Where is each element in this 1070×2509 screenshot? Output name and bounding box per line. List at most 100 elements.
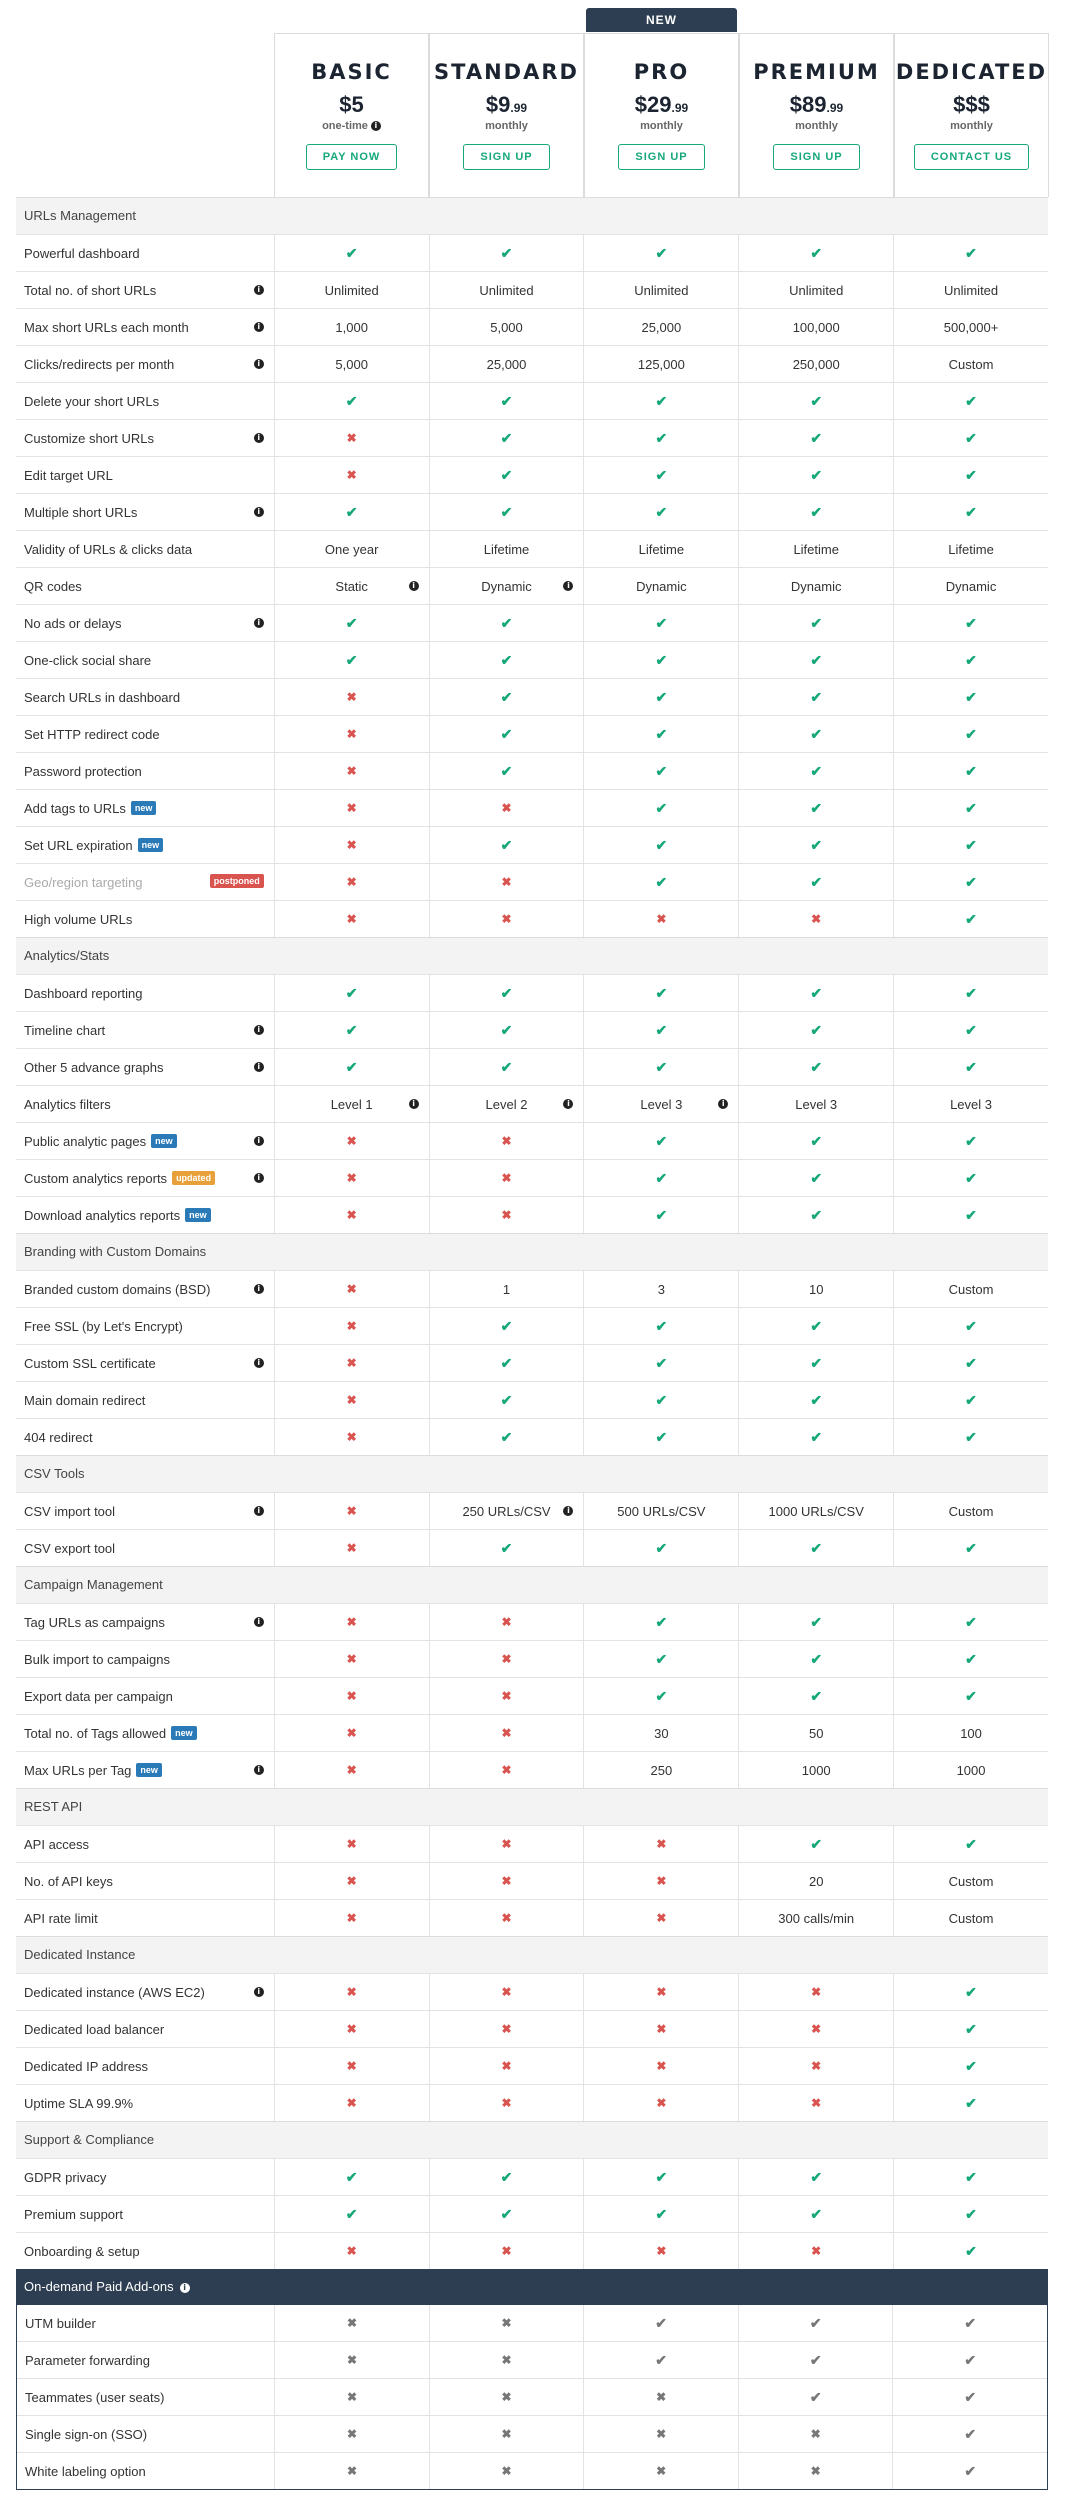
table-cell: ✖: [428, 1752, 584, 1788]
cell-value: Unlimited: [634, 282, 689, 298]
info-icon[interactable]: i: [408, 581, 419, 591]
feature-name: Teammates (user seats): [25, 2389, 165, 2405]
check-icon: ✔: [965, 429, 977, 446]
cell-value: Level 1: [330, 1096, 373, 1112]
cross-icon: ✖: [346, 1430, 357, 1444]
check-icon: ✔: [345, 392, 358, 409]
info-icon[interactable]: i: [563, 581, 574, 591]
info-icon[interactable]: i: [563, 1099, 574, 1109]
info-icon[interactable]: i: [563, 1506, 574, 1516]
table-cell: ✖: [738, 2048, 893, 2084]
check-icon: ✔: [965, 614, 977, 631]
cross-icon: ✖: [346, 764, 357, 778]
check-icon: ✔: [965, 392, 977, 409]
table-cell: ✔: [738, 1678, 893, 1714]
check-icon: ✔: [500, 1317, 513, 1334]
cell-value: Unlimited: [479, 282, 534, 298]
cross-icon: ✖: [501, 2353, 512, 2367]
table-cell: ✔: [738, 1382, 893, 1418]
info-icon[interactable]: i: [253, 433, 264, 443]
table-row: Search URLs in dashboard ✖ ✔ ✔ ✔ ✔: [16, 678, 1048, 715]
info-icon[interactable]: i: [253, 285, 264, 295]
feature-label: Max short URLs each month i: [16, 309, 274, 345]
table-cell: Lifetime: [738, 531, 893, 567]
check-icon: ✔: [655, 762, 668, 779]
feature-label: CSV import tool i: [16, 1493, 274, 1529]
info-icon[interactable]: i: [253, 1506, 264, 1516]
feature-label: Add tags to URLs new: [16, 790, 274, 826]
cross-icon: ✖: [346, 1652, 357, 1666]
check-icon: ✔: [965, 873, 977, 890]
info-icon[interactable]: i: [253, 1987, 264, 1997]
table-row: Geo/region targeting postponed ✖ ✖ ✔ ✔ ✔: [16, 863, 1048, 900]
plan-period: monthly: [740, 120, 893, 132]
standard-plan-button[interactable]: SIGN UP: [463, 144, 550, 170]
table-row: Edit target URL ✖ ✔ ✔ ✔ ✔: [16, 456, 1048, 493]
feature-name: UTM builder: [25, 2315, 96, 2331]
table-cell: ✔: [583, 1345, 738, 1381]
info-icon[interactable]: i: [179, 2282, 190, 2293]
table-cell: ✖: [273, 2233, 429, 2269]
check-icon: ✔: [655, 688, 668, 705]
table-cell: ✔: [892, 2379, 1047, 2415]
pro-plan-button[interactable]: SIGN UP: [618, 144, 705, 170]
table-cell: ✔: [738, 1197, 893, 1233]
cross-icon: ✖: [656, 912, 667, 926]
info-icon[interactable]: i: [253, 1284, 264, 1294]
cross-icon: ✖: [346, 690, 357, 704]
check-icon: ✔: [965, 1132, 977, 1149]
info-icon[interactable]: i: [253, 322, 264, 332]
table-cell: ✔: [893, 494, 1048, 530]
cross-icon: ✖: [501, 1171, 512, 1185]
table-cell: ✖: [428, 1863, 584, 1899]
info-icon[interactable]: i: [370, 121, 381, 132]
table-row: GDPR privacy ✔ ✔ ✔ ✔ ✔: [16, 2158, 1048, 2195]
check-icon: ✔: [965, 1021, 977, 1038]
table-cell: ✔: [428, 679, 584, 715]
table-cell: ✖: [273, 1900, 429, 1936]
info-icon[interactable]: i: [253, 359, 264, 369]
info-icon[interactable]: i: [253, 1173, 264, 1183]
cell-value: 3: [657, 1281, 665, 1297]
addons-header: On-demand Paid Add-ons i: [16, 2269, 1048, 2305]
info-icon[interactable]: i: [718, 1099, 729, 1109]
check-icon: ✔: [810, 1835, 823, 1852]
info-icon[interactable]: i: [408, 1099, 419, 1109]
info-icon[interactable]: i: [253, 507, 264, 517]
plan-card: PRO $29.99 monthly SIGN UP: [584, 33, 739, 197]
table-cell: ✔: [428, 2159, 584, 2195]
dedicated-plan-button[interactable]: CONTACT US: [913, 144, 1030, 170]
cell-value: Dynamic: [481, 578, 532, 594]
check-icon: ✔: [965, 984, 977, 1001]
cross-icon: ✖: [346, 1911, 357, 1925]
check-icon: ✔: [810, 688, 823, 705]
check-icon: ✔: [345, 2168, 358, 2185]
table-row: CSV import tool i ✖ 250 URLs/CSV i 500 URLs/C…: [16, 1492, 1048, 1529]
table-row: Single sign-on (SSO) ✖ ✖ ✖ ✖ ✔: [17, 2415, 1047, 2452]
feature-name: Branded custom domains (BSD): [24, 1281, 211, 1297]
table-cell: ✔: [583, 2305, 738, 2341]
table-cell: 500,000+: [893, 309, 1048, 345]
feature-name: Total no. of short URLs: [24, 282, 157, 298]
feature-name: CSV import tool: [24, 1503, 116, 1519]
info-icon[interactable]: i: [253, 618, 264, 628]
cross-icon: ✖: [501, 1652, 512, 1666]
feature-name: Onboarding & setup: [24, 2243, 140, 2259]
check-icon: ✔: [810, 503, 823, 520]
cell-value: 25,000: [641, 319, 682, 335]
info-icon[interactable]: i: [253, 1617, 264, 1627]
feature-name: Set URL expiration: [24, 837, 133, 853]
info-icon[interactable]: i: [253, 1358, 264, 1368]
info-icon[interactable]: i: [253, 1136, 264, 1146]
premium-plan-button[interactable]: SIGN UP: [773, 144, 860, 170]
table-cell: ✖: [428, 864, 584, 900]
info-icon[interactable]: i: [253, 1025, 264, 1035]
info-icon[interactable]: i: [253, 1062, 264, 1072]
cell-value: 500 URLs/CSV: [617, 1503, 706, 1519]
table-cell: ✖: [273, 716, 429, 752]
info-icon[interactable]: i: [253, 1765, 264, 1775]
cell-value: 1000: [801, 1762, 831, 1778]
section-header: CSV Tools: [16, 1455, 1048, 1492]
check-icon: ✔: [965, 2020, 977, 2037]
basic-plan-button[interactable]: PAY NOW: [305, 144, 398, 170]
